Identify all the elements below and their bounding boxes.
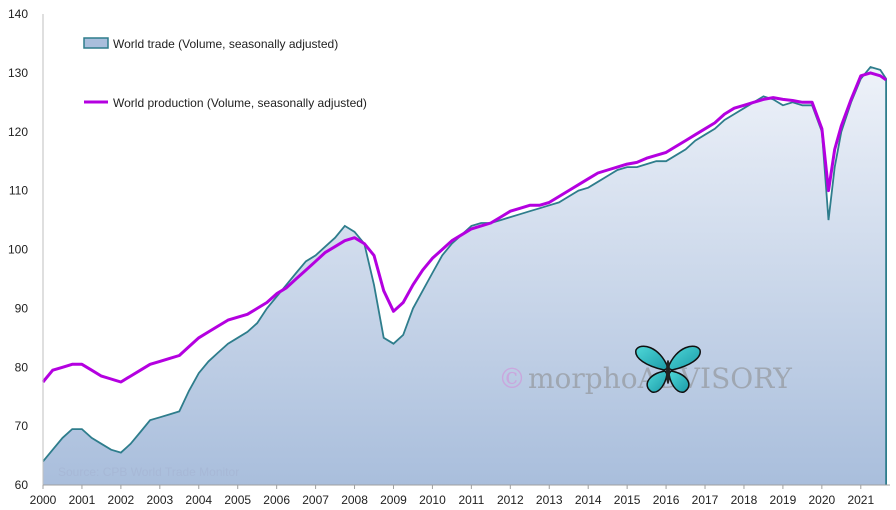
- x-tick-label: 2018: [731, 493, 758, 507]
- legend: World trade (Volume, seasonally adjusted…: [83, 37, 367, 110]
- y-tick-label: 120: [8, 125, 28, 139]
- x-tick-label: 2009: [380, 493, 407, 507]
- x-tick-label: 2000: [30, 493, 57, 507]
- x-tick-label: 2015: [614, 493, 641, 507]
- y-tick-label: 140: [8, 7, 28, 21]
- x-tick-label: 2001: [69, 493, 96, 507]
- y-tick-label: 80: [15, 360, 29, 374]
- world-production-line: [41, 71, 887, 384]
- plot-area: [41, 65, 887, 485]
- x-axis-ticks: 2000 2001 2002 2003 2004 2005 2006 2007 2008 2009…: [30, 485, 874, 507]
- y-tick-label: 60: [15, 478, 29, 492]
- x-tick-label: 2016: [653, 493, 680, 507]
- x-tick-label: 2003: [146, 493, 173, 507]
- y-tick-label: 130: [8, 66, 28, 80]
- legend-label-world-production: World production (Volume, seasonally adj…: [113, 96, 367, 110]
- x-tick-label: 2020: [808, 493, 835, 507]
- y-axis-ticks: 60 70 80 90 100 110 120 130 140: [8, 7, 28, 492]
- x-tick-label: 2007: [302, 493, 329, 507]
- y-tick-label: 90: [15, 301, 29, 315]
- x-tick-label: 2005: [224, 493, 251, 507]
- watermark: © morphoADVISORY: [498, 362, 792, 395]
- legend-swatch-world-trade: [83, 37, 109, 49]
- butterfly-logo: [635, 345, 701, 393]
- x-tick-label: 2011: [458, 493, 484, 507]
- x-tick-label: 2006: [263, 493, 290, 507]
- watermark-copyright-symbol: ©: [498, 362, 526, 395]
- y-tick-label: 100: [8, 243, 28, 257]
- y-tick-label: 110: [9, 184, 28, 198]
- y-tick-label: 70: [15, 419, 29, 433]
- x-tick-label: 2012: [497, 493, 524, 507]
- world-trade-line: [42, 65, 887, 485]
- x-tick-label: 2014: [575, 493, 602, 507]
- x-tick-label: 2002: [108, 493, 135, 507]
- legend-label-world-trade: World trade (Volume, seasonally adjusted…: [113, 37, 338, 51]
- x-tick-label: 2004: [185, 493, 212, 507]
- world-trade-area: [43, 67, 887, 485]
- x-tick-label: 2010: [419, 493, 446, 507]
- x-tick-label: 2019: [770, 493, 797, 507]
- x-tick-label: 2017: [692, 493, 719, 507]
- source-annotation: Source: CPB World Trade Monitor: [58, 465, 239, 479]
- x-tick-label: 2013: [536, 493, 563, 507]
- x-tick-label: 2021: [847, 493, 874, 507]
- x-tick-label: 2008: [341, 493, 368, 507]
